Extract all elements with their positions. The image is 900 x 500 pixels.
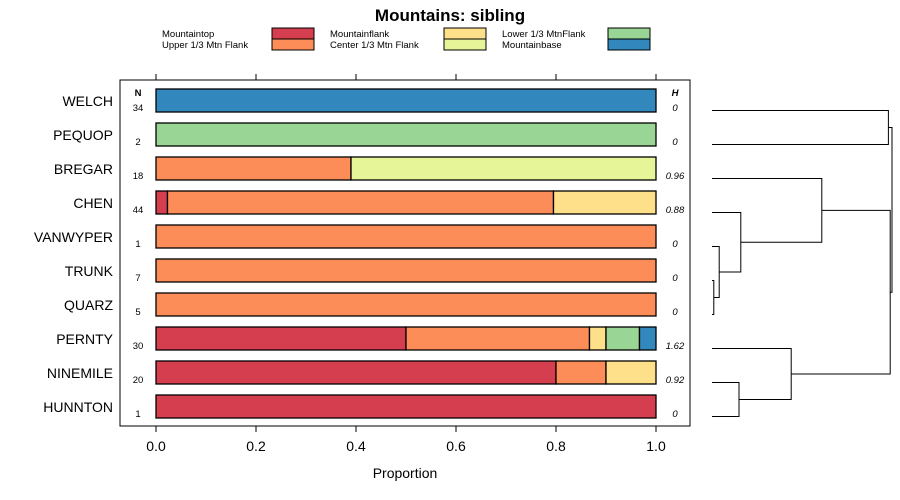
h-value: 0 xyxy=(672,103,678,114)
h-value: 0 xyxy=(672,239,678,250)
n-value: 7 xyxy=(135,273,140,284)
bar-segment xyxy=(155,224,657,249)
bar-segment xyxy=(638,326,657,351)
n-value: 2 xyxy=(135,137,140,148)
legend-swatch xyxy=(271,27,315,40)
h-value: 0.92 xyxy=(666,375,685,386)
row-label: PEQUOP xyxy=(53,127,113,143)
n-value: 44 xyxy=(133,205,144,216)
legend-swatch xyxy=(271,38,315,51)
legend-label: Center 1/3 Mtn Flank xyxy=(330,40,419,51)
row-label: NINEMILE xyxy=(47,365,113,381)
top-axis-ticks xyxy=(155,74,657,80)
row-label: BREGAR xyxy=(54,161,113,177)
dendrogram-branch xyxy=(712,212,742,273)
x-tick-label: 0.6 xyxy=(446,438,466,454)
h-value: 0 xyxy=(672,307,678,318)
n-value: 30 xyxy=(133,341,144,352)
n-value: 1 xyxy=(135,239,140,250)
dendrogram-branch xyxy=(791,209,891,375)
legend-label: Mountaintop xyxy=(162,29,214,40)
bar-segment xyxy=(405,326,591,351)
plot-panel xyxy=(119,79,691,427)
n-value: 20 xyxy=(133,375,144,386)
x-tick-label: 0.0 xyxy=(146,438,166,454)
bar-segment xyxy=(155,190,169,215)
h-value: 0 xyxy=(672,409,678,420)
n-value: 18 xyxy=(133,171,144,182)
legend-swatch xyxy=(607,38,651,51)
x-axis-label: Proportion xyxy=(373,465,438,481)
h-value: 1.62 xyxy=(666,341,685,352)
row-labels: WELCH PEQUOP BREGAR CHEN VANWYPER TRUNK QUARZ P… xyxy=(34,93,114,415)
legend-swatch xyxy=(443,38,487,51)
legend-swatch xyxy=(443,27,487,40)
n-value: 34 xyxy=(133,103,144,114)
h-value: 0.88 xyxy=(666,205,685,216)
chart-title: Mountains: sibling xyxy=(375,6,525,25)
legend-label: Upper 1/3 Mtn Flank xyxy=(162,40,248,51)
bar-segment xyxy=(555,360,607,385)
bar-segment xyxy=(588,326,607,351)
bar-segment xyxy=(166,190,555,215)
legend-label: Lower 1/3 MtnFlank xyxy=(502,29,586,40)
dendrogram-branch xyxy=(888,127,893,293)
row-label: VANWYPER xyxy=(34,229,113,245)
h-value: 0.96 xyxy=(666,171,685,182)
row-label: CHEN xyxy=(73,195,113,211)
bar-segment xyxy=(155,156,352,181)
legend-label: Mountainflank xyxy=(330,29,389,40)
dendrogram-branch xyxy=(712,382,740,417)
dendrogram-branch xyxy=(712,246,720,298)
h-header: H xyxy=(672,88,680,99)
bar-segment xyxy=(350,156,657,181)
n-value: 1 xyxy=(135,409,140,420)
bar-segment xyxy=(552,190,657,215)
legend-swatch xyxy=(607,27,651,40)
bar-segment xyxy=(605,326,641,351)
bar-segment xyxy=(155,360,557,385)
h-value: 0 xyxy=(672,273,678,284)
x-axis: 0.0 0.2 0.4 0.6 0.8 1.0 xyxy=(146,426,666,454)
row-label: HUNNTON xyxy=(43,399,113,415)
x-tick-label: 0.4 xyxy=(346,438,366,454)
dendrogram-branch xyxy=(712,280,715,315)
row-label: PERNTY xyxy=(56,331,113,347)
bar-segment xyxy=(155,258,657,283)
dendrogram-branch xyxy=(712,110,889,145)
row-label: TRUNK xyxy=(65,263,114,279)
row-label: WELCH xyxy=(62,93,113,109)
x-tick-label: 1.0 xyxy=(646,438,666,454)
x-tick-label: 0.2 xyxy=(246,438,266,454)
dendrogram-branch xyxy=(712,178,823,243)
n-value: 5 xyxy=(135,307,140,318)
bar-segment xyxy=(155,326,407,351)
row-label: QUARZ xyxy=(64,297,113,313)
n-header: N xyxy=(135,88,142,99)
dendrogram-branch xyxy=(712,348,792,400)
dendrogram xyxy=(712,110,893,417)
bar-segment xyxy=(605,360,657,385)
bar-segment xyxy=(155,122,657,147)
legend-label: Mountainbase xyxy=(502,40,562,51)
bar-segment xyxy=(155,292,657,317)
bar-segment xyxy=(155,394,657,419)
h-value: 0 xyxy=(672,137,678,148)
bar-segment xyxy=(155,88,657,113)
x-tick-label: 0.8 xyxy=(546,438,566,454)
